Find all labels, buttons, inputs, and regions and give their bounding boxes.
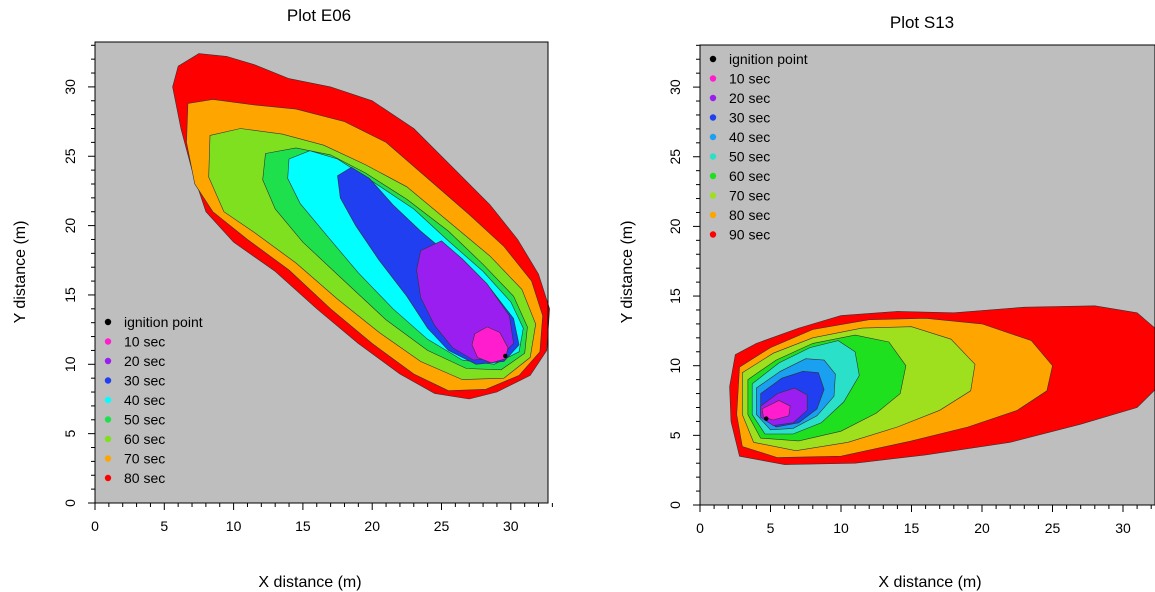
legend-label: 50 sec <box>124 412 165 428</box>
ignition-marker-layer <box>764 416 769 421</box>
y-tick-label: 30 <box>62 79 78 95</box>
y-tick-label: 20 <box>667 218 683 234</box>
legend-swatch <box>709 192 717 199</box>
x-tick-label: 25 <box>434 518 450 534</box>
y-tick-label: 0 <box>62 499 78 507</box>
legend-label: 50 sec <box>729 149 770 165</box>
y-tick-label: 5 <box>667 431 683 439</box>
x-tick-label: 20 <box>364 518 380 534</box>
legend: ignition point 10 sec 20 sec 30 sec 40 sec 50… <box>709 51 808 243</box>
contour-layers <box>729 305 1155 465</box>
contour-10-sec <box>471 326 509 364</box>
y-tick-label: 10 <box>62 356 78 372</box>
legend-label: 60 sec <box>729 168 770 184</box>
y-axis: 0 5 10 15 20 25 30 <box>667 44 700 509</box>
legend-swatch <box>709 211 717 219</box>
legend-label: 10 sec <box>729 71 770 87</box>
legend-swatch <box>104 377 112 384</box>
x-axis: 0 5 10 15 20 25 30 <box>696 505 1152 536</box>
legend-label: 80 sec <box>729 207 770 223</box>
legend-swatch <box>709 75 717 82</box>
legend-label: 20 sec <box>729 90 770 106</box>
y-tick-label: 15 <box>667 288 683 304</box>
legend-swatch <box>709 114 717 121</box>
x-tick-label: 15 <box>904 520 920 536</box>
legend-swatch <box>709 94 717 102</box>
x-axis-label: X distance (m) <box>878 574 981 591</box>
legend-label: 40 sec <box>124 392 165 408</box>
x-tick-label: 5 <box>160 518 168 534</box>
y-tick-label: 30 <box>667 79 683 95</box>
y-tick-label: 5 <box>62 430 78 438</box>
legend-swatch <box>104 318 112 326</box>
y-axis-label: Y distance (m) <box>619 221 636 324</box>
ignition-point-marker <box>503 353 508 359</box>
legend-swatch <box>709 231 717 238</box>
legend-label: 30 sec <box>729 110 770 126</box>
x-tick-label: 20 <box>974 520 990 536</box>
chart-plot-e06: Plot E06 0 5 10 15 20 25 30 0 5 10 15 20 25 30 X dis… <box>12 6 553 591</box>
legend-swatch <box>709 55 717 63</box>
y-tick-label: 20 <box>62 218 78 234</box>
legend-label: 70 sec <box>124 451 165 467</box>
y-tick-label: 25 <box>62 148 78 164</box>
legend-label: 70 sec <box>729 188 770 204</box>
plot-frame <box>699 44 1155 506</box>
y-tick-label: 25 <box>667 149 683 165</box>
y-tick-label: 15 <box>62 287 78 303</box>
legend-label: 40 sec <box>729 129 770 145</box>
legend-swatch <box>709 153 717 160</box>
chart-plot-s13: Plot S13 0 5 10 15 20 25 30 0 5 10 15 20 25 30 X dis… <box>619 13 1155 591</box>
x-axis-label: X distance (m) <box>258 574 361 591</box>
ignition-marker-layer <box>503 353 508 359</box>
y-tick-label: 0 <box>667 501 683 509</box>
legend-label: ignition point <box>124 314 203 330</box>
x-tick-label: 0 <box>91 518 99 534</box>
x-tick-label: 30 <box>503 518 519 534</box>
legend: ignition point 10 sec 20 sec 30 sec 40 sec 50… <box>104 314 203 486</box>
legend-swatch <box>709 172 717 180</box>
legend-label: 20 sec <box>124 353 165 369</box>
legend-swatch <box>104 435 112 443</box>
legend-swatch <box>104 338 112 345</box>
legend-swatch <box>104 416 112 423</box>
x-tick-label: 0 <box>696 520 704 536</box>
plot-frame <box>94 41 549 504</box>
y-axis: 0 5 10 15 20 25 30 <box>62 44 95 507</box>
contour-10-sec <box>761 400 791 421</box>
y-axis-label: Y distance (m) <box>12 221 29 324</box>
x-tick-label: 15 <box>295 518 311 534</box>
contour-layers <box>172 53 550 400</box>
legend-swatch <box>104 357 112 365</box>
chart-title: Plot S13 <box>890 13 954 32</box>
legend-label: 60 sec <box>124 431 165 447</box>
legend-swatch <box>104 455 112 462</box>
legend-label: 90 sec <box>729 227 770 243</box>
chart-title: Plot E06 <box>287 6 351 25</box>
x-tick-label: 5 <box>767 520 775 536</box>
legend-label: 10 sec <box>124 334 165 350</box>
x-tick-label: 10 <box>226 518 242 534</box>
x-axis: 0 5 10 15 20 25 30 <box>91 503 553 534</box>
legend-swatch <box>709 133 717 141</box>
legend-swatch <box>104 474 112 482</box>
legend-label: 80 sec <box>124 470 165 486</box>
y-tick-label: 10 <box>667 358 683 374</box>
legend-swatch <box>104 396 112 404</box>
x-tick-label: 10 <box>833 520 849 536</box>
ignition-point-marker <box>764 416 769 421</box>
legend-label: ignition point <box>729 51 808 67</box>
x-tick-label: 30 <box>1115 520 1131 536</box>
x-tick-label: 25 <box>1045 520 1061 536</box>
legend-label: 30 sec <box>124 373 165 389</box>
